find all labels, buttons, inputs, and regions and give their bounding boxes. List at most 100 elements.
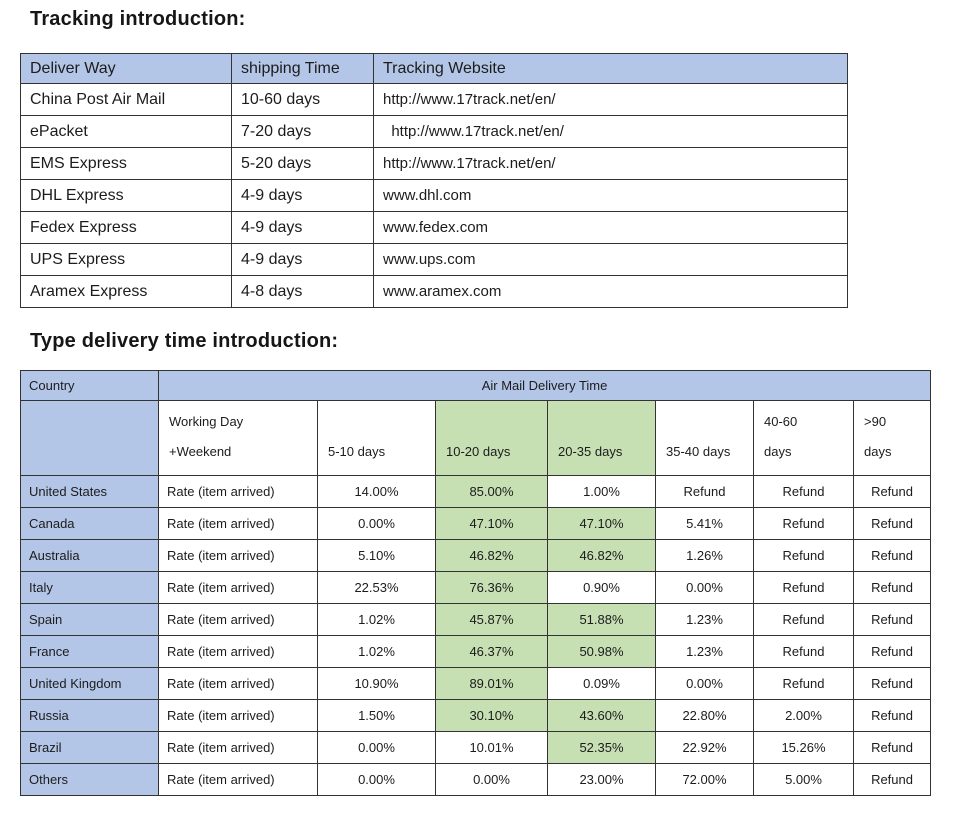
rate-value-cell: 22.80%: [655, 699, 754, 732]
country-cell: United Kingdom: [20, 667, 159, 700]
rate-value-cell: Refund: [852, 571, 932, 604]
table-row: United States Rate (item arrived) 14.00%…: [20, 475, 932, 508]
tracking-website-cell: www.fedex.com: [373, 211, 848, 244]
rate-value-cell: 1.23%: [655, 603, 754, 636]
delivery-header-row: Country Air Mail Delivery Time: [20, 370, 932, 401]
rate-value-cell: 5.00%: [753, 763, 854, 796]
rate-value-cell: 5.41%: [655, 507, 754, 540]
rate-label-cell: Rate (item arrived): [158, 539, 318, 572]
rate-value-cell: Refund: [852, 603, 932, 636]
table-row: China Post Air Mail 10-60 days http://ww…: [20, 83, 848, 116]
deliver-way-cell: ePacket: [20, 115, 232, 148]
rate-value-cell: 0.09%: [547, 667, 656, 700]
rate-value-cell: 0.00%: [317, 507, 436, 540]
rate-value-cell: Refund: [753, 603, 854, 636]
table-row: DHL Express 4-9 days www.dhl.com: [20, 179, 848, 212]
country-cell: United States: [20, 475, 159, 508]
subheader-working-day: Working Day +Weekend: [158, 400, 318, 476]
deliver-way-cell: EMS Express: [20, 147, 232, 180]
rate-value-cell: 52.35%: [547, 731, 656, 764]
rate-value-cell: 0.00%: [655, 667, 754, 700]
rate-value-cell: Refund: [852, 539, 932, 572]
subheader-35-40-days: 35-40 days: [655, 400, 754, 476]
air-mail-delivery-time-header: Air Mail Delivery Time: [157, 370, 932, 401]
delivery-subheader-row: Working Day +Weekend 5-10 days 10-20 day…: [20, 400, 932, 476]
table-row: Russia Rate (item arrived) 1.50% 30.10% …: [20, 699, 932, 732]
rate-value-cell: Refund: [852, 635, 932, 668]
shipping-time-cell: 4-9 days: [231, 243, 374, 276]
rate-value-cell: 1.02%: [317, 635, 436, 668]
tracking-header-website: Tracking Website: [373, 53, 848, 84]
country-cell: Italy: [20, 571, 159, 604]
country-cell: Brazil: [20, 731, 159, 764]
table-row: United Kingdom Rate (item arrived) 10.90…: [20, 667, 932, 700]
rate-value-cell: 89.01%: [435, 667, 548, 700]
rate-value-cell: 47.10%: [435, 507, 548, 540]
table-row: UPS Express 4-9 days www.ups.com: [20, 243, 848, 276]
rate-value-cell: 1.23%: [655, 635, 754, 668]
delivery-time-table: Country Air Mail Delivery Time Working D…: [20, 370, 932, 796]
table-row: EMS Express 5-20 days http://www.17track…: [20, 147, 848, 180]
rate-value-cell: 10.01%: [435, 731, 548, 764]
rate-value-cell: Refund: [852, 667, 932, 700]
country-cell: Others: [20, 763, 159, 796]
rate-value-cell: 30.10%: [435, 699, 548, 732]
tracking-website-cell: http://www.17track.net/en/: [373, 147, 848, 180]
shipping-time-cell: 7-20 days: [231, 115, 374, 148]
rate-label-cell: Rate (item arrived): [158, 507, 318, 540]
shipping-time-cell: 10-60 days: [231, 83, 374, 116]
rate-value-cell: Refund: [655, 475, 754, 508]
rate-value-cell: 22.92%: [655, 731, 754, 764]
tracking-website-cell: www.dhl.com: [373, 179, 848, 212]
rate-label-cell: Rate (item arrived): [158, 571, 318, 604]
rate-value-cell: Refund: [852, 763, 932, 796]
country-cell: Australia: [20, 539, 159, 572]
rate-value-cell: 72.00%: [655, 763, 754, 796]
rate-value-cell: 1.26%: [655, 539, 754, 572]
rate-value-cell: 85.00%: [435, 475, 548, 508]
rate-value-cell: 23.00%: [547, 763, 656, 796]
country-cell: Spain: [20, 603, 159, 636]
shipping-time-cell: 4-8 days: [231, 275, 374, 308]
rate-value-cell: 0.90%: [547, 571, 656, 604]
rate-value-cell: 0.00%: [317, 731, 436, 764]
tracking-table: Deliver Way shipping Time Tracking Websi…: [20, 53, 848, 308]
rate-value-cell: 1.00%: [547, 475, 656, 508]
rate-value-cell: 50.98%: [547, 635, 656, 668]
deliver-way-cell: Fedex Express: [20, 211, 232, 244]
rate-value-cell: Refund: [753, 571, 854, 604]
deliver-way-cell: Aramex Express: [20, 275, 232, 308]
rate-value-cell: 76.36%: [435, 571, 548, 604]
country-cell: Canada: [20, 507, 159, 540]
subheader-20-35-days: 20-35 days: [547, 400, 656, 476]
deliver-way-cell: DHL Express: [20, 179, 232, 212]
rate-label-cell: Rate (item arrived): [158, 475, 318, 508]
rate-value-cell: 15.26%: [753, 731, 854, 764]
rate-label-cell: Rate (item arrived): [158, 699, 318, 732]
rate-label-cell: Rate (item arrived): [158, 667, 318, 700]
rate-value-cell: 2.00%: [753, 699, 854, 732]
rate-value-cell: 14.00%: [317, 475, 436, 508]
tracking-section-title: Tracking introduction:: [30, 8, 246, 30]
subheader-40-60-days: 40-60 days: [753, 400, 854, 476]
tracking-website-cell: http://www.17track.net/en/: [373, 83, 848, 116]
table-row: Spain Rate (item arrived) 1.02% 45.87% 5…: [20, 603, 932, 636]
tracking-header-row: Deliver Way shipping Time Tracking Websi…: [20, 53, 848, 84]
rate-value-cell: 0.00%: [435, 763, 548, 796]
rate-value-cell: Refund: [852, 475, 932, 508]
rate-value-cell: 1.02%: [317, 603, 436, 636]
rate-value-cell: 0.00%: [655, 571, 754, 604]
rate-value-cell: Refund: [852, 731, 932, 764]
deliver-way-cell: China Post Air Mail: [20, 83, 232, 116]
country-cell: Russia: [20, 699, 159, 732]
shipping-time-cell: 5-20 days: [231, 147, 374, 180]
table-row: Brazil Rate (item arrived) 0.00% 10.01% …: [20, 731, 932, 764]
table-row: Fedex Express 4-9 days www.fedex.com: [20, 211, 848, 244]
rate-label-cell: Rate (item arrived): [158, 635, 318, 668]
rate-value-cell: Refund: [852, 507, 932, 540]
subheader-over-90-days: >90 days: [852, 400, 932, 476]
deliver-way-cell: UPS Express: [20, 243, 232, 276]
tracking-header-shipping-time: shipping Time: [231, 53, 374, 84]
rate-label-cell: Rate (item arrived): [158, 763, 318, 796]
rate-value-cell: Refund: [753, 507, 854, 540]
